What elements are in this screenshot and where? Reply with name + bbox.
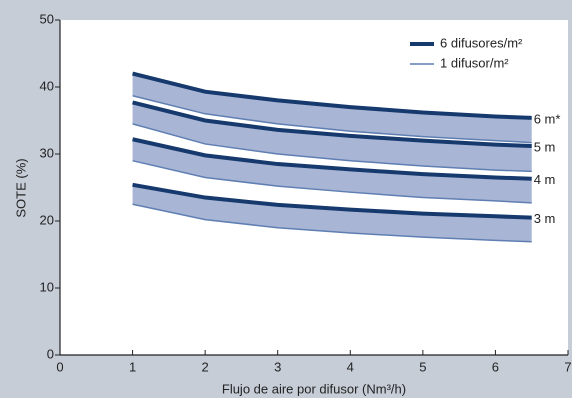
x-tick-label: 6 xyxy=(492,359,499,374)
y-tick-label: 0 xyxy=(47,346,54,361)
x-tick-label: 2 xyxy=(202,359,209,374)
legend-label: 6 difusores/m² xyxy=(440,35,523,50)
x-tick-label: 1 xyxy=(129,359,136,374)
band-label: 5 m xyxy=(534,139,556,154)
x-tick-label: 0 xyxy=(56,359,63,374)
y-tick-label: 50 xyxy=(40,11,54,26)
band-fill xyxy=(132,139,532,203)
band-label: 3 m xyxy=(534,211,556,226)
band-fill xyxy=(132,184,532,242)
band-label: 4 m xyxy=(534,172,556,187)
band-fill xyxy=(132,102,532,172)
line-upper xyxy=(132,137,532,181)
x-tick-label: 7 xyxy=(564,359,571,374)
band-fill xyxy=(132,73,532,143)
y-axis-label: SOTE (%) xyxy=(13,158,28,217)
line-upper xyxy=(132,182,532,220)
y-tick-label: 20 xyxy=(40,212,54,227)
legend-label: 1 difusor/m² xyxy=(440,55,509,70)
y-tick-label: 40 xyxy=(40,78,54,93)
x-axis-label: Flujo de aire por difusor (Nm³/h) xyxy=(222,381,406,396)
band-label: 6 m* xyxy=(534,111,561,126)
y-tick-label: 10 xyxy=(40,279,54,294)
line-upper xyxy=(132,71,532,120)
x-tick-label: 4 xyxy=(347,359,354,374)
y-tick-label: 30 xyxy=(40,145,54,160)
line-lower xyxy=(132,94,532,144)
line-upper xyxy=(132,100,532,148)
line-lower xyxy=(132,123,532,173)
line-lower xyxy=(132,159,532,204)
x-tick-label: 3 xyxy=(274,359,281,374)
line-lower xyxy=(132,203,532,243)
x-tick-label: 5 xyxy=(419,359,426,374)
